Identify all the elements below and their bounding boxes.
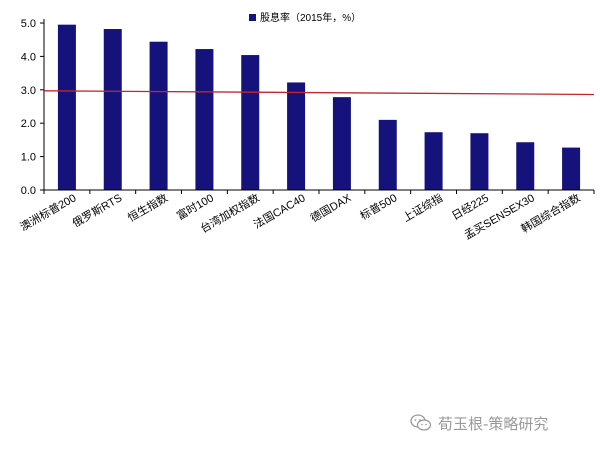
x-category-label: 德国DAX <box>308 190 354 225</box>
bars <box>57 24 581 191</box>
bar <box>332 97 351 190</box>
x-category-label: 法国CAC40 <box>251 190 308 231</box>
y-tick-label: 4.0 <box>21 51 36 63</box>
x-category-label: 恒生指数 <box>125 190 170 224</box>
bar <box>424 132 443 190</box>
y-tick-label: 3.0 <box>21 85 36 97</box>
bar <box>57 24 76 191</box>
y-axis: 0.0 1.0 2.0 3.0 4.0 5.0 <box>21 18 45 197</box>
reference-line-group <box>43 90 595 96</box>
bar <box>378 119 397 190</box>
x-category-label: 上证综指 <box>400 190 445 224</box>
legend-swatch <box>249 14 256 21</box>
bar <box>149 41 168 191</box>
y-tick-label: 5.0 <box>21 18 36 30</box>
wechat-icon <box>410 414 432 431</box>
reference-line <box>43 90 595 96</box>
y-tick-label: 2.0 <box>21 118 36 130</box>
y-tick-label: 1.0 <box>21 152 36 164</box>
bar <box>287 82 306 190</box>
bar <box>103 29 122 191</box>
watermark: 荀玉根-策略研究 <box>410 410 595 436</box>
y-tick-label: 0.0 <box>21 185 36 197</box>
x-category-label: 标普500 <box>357 190 399 222</box>
bar <box>241 55 260 191</box>
bar <box>470 133 489 190</box>
bar <box>562 147 581 190</box>
legend: 股息率（2015年，%） <box>249 11 361 24</box>
watermark-text: 荀玉根-策略研究 <box>438 414 549 433</box>
x-category-label: 俄罗斯RTS <box>70 191 124 230</box>
legend-label: 股息率（2015年，%） <box>260 11 361 24</box>
bar <box>195 49 214 190</box>
bar <box>516 142 535 190</box>
